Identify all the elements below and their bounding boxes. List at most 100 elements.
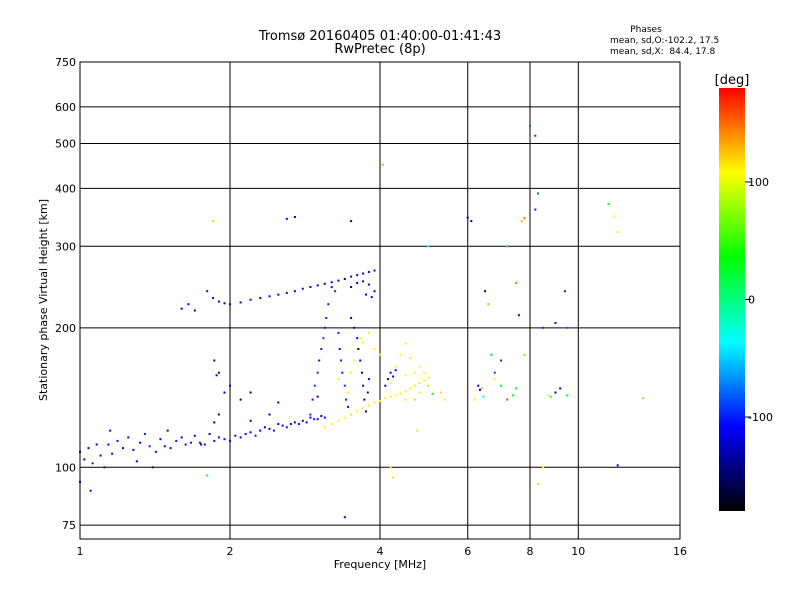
data-point — [359, 337, 362, 340]
data-point — [482, 395, 485, 398]
data-point — [404, 342, 407, 345]
data-point — [208, 433, 211, 435]
data-point — [285, 217, 288, 220]
data-point — [399, 353, 402, 356]
data-point — [180, 436, 183, 439]
data-point — [337, 279, 340, 282]
data-point — [357, 348, 360, 350]
data-point — [107, 443, 110, 446]
data-point — [506, 398, 509, 401]
data-point — [313, 418, 316, 421]
data-point — [293, 421, 296, 424]
data-point — [95, 443, 98, 446]
data-point — [394, 369, 397, 372]
colorbar-tick-label: 100 — [748, 176, 769, 189]
data-point — [529, 125, 531, 128]
data-point — [616, 464, 619, 467]
data-point — [330, 281, 333, 284]
data-point — [163, 445, 166, 448]
data-point — [206, 474, 209, 477]
data-point — [277, 293, 280, 296]
data-point — [217, 371, 220, 374]
data-point — [353, 326, 356, 329]
data-point — [277, 423, 280, 425]
data-point — [394, 365, 397, 368]
data-point — [277, 401, 280, 404]
data-point — [427, 376, 430, 379]
data-point — [289, 423, 292, 425]
data-point — [249, 431, 252, 434]
data-point — [309, 413, 312, 416]
phases-box-title: Phases — [630, 25, 662, 35]
data-point — [353, 359, 356, 362]
data-point — [316, 284, 319, 287]
data-point — [343, 516, 346, 519]
data-point — [139, 441, 142, 444]
data-point — [234, 434, 237, 437]
data-point — [213, 421, 216, 424]
data-point — [363, 398, 366, 401]
data-point — [340, 359, 342, 362]
data-point — [293, 216, 296, 218]
data-point — [343, 278, 346, 280]
data-point — [203, 443, 206, 446]
x-tick-label: 16 — [673, 545, 687, 558]
data-point — [356, 348, 359, 350]
phases-o-line: mean, sd,O:-102.2, 17.5 — [610, 36, 719, 46]
x-tick-label: 1 — [77, 545, 84, 558]
data-point — [217, 436, 220, 439]
data-point — [484, 290, 487, 293]
data-point — [477, 384, 480, 387]
data-point — [362, 280, 365, 283]
data-point — [367, 378, 370, 381]
data-point — [493, 378, 496, 381]
data-point — [338, 348, 341, 350]
x-tick-label: 4 — [377, 545, 384, 558]
data-point — [316, 418, 319, 421]
chart-title: Tromsø 20160405 01:40:00-01:41:43 — [258, 29, 501, 44]
data-point — [103, 466, 106, 469]
data-point — [381, 163, 384, 166]
data-point — [239, 436, 242, 439]
y-axis-label: Stationary phase Virtual Height [km] — [37, 199, 50, 401]
y-tick-label: 600 — [55, 101, 76, 114]
data-point — [379, 400, 381, 402]
data-point — [480, 387, 483, 390]
data-point — [404, 398, 407, 401]
data-point — [409, 357, 412, 360]
data-point — [566, 326, 569, 329]
data-point — [281, 424, 284, 427]
x-tick-label: 8 — [527, 545, 534, 558]
data-point — [373, 348, 376, 350]
data-point — [159, 438, 162, 441]
data-point — [422, 379, 425, 382]
data-point — [109, 429, 112, 432]
data-point — [322, 337, 325, 340]
data-point — [337, 419, 340, 422]
data-point — [427, 384, 430, 387]
data-point — [285, 426, 288, 429]
plot-frame — [79, 61, 681, 540]
data-point — [554, 321, 557, 324]
data-point — [254, 434, 257, 437]
data-point — [512, 394, 515, 397]
data-point — [350, 220, 353, 223]
data-point — [198, 441, 201, 444]
data-point — [616, 231, 619, 234]
data-point — [334, 290, 337, 293]
data-point — [213, 359, 216, 362]
data-point — [343, 416, 346, 419]
data-point — [154, 450, 157, 453]
data-point — [132, 448, 135, 451]
data-point — [394, 394, 397, 397]
data-point — [239, 301, 242, 304]
data-point — [285, 291, 288, 294]
data-point — [443, 398, 446, 401]
data-point — [190, 441, 192, 444]
data-point — [537, 192, 539, 195]
data-point — [534, 134, 537, 137]
data-point — [506, 245, 509, 248]
data-point — [193, 434, 196, 437]
y-tick-label: 200 — [55, 322, 76, 335]
data-point — [365, 293, 367, 296]
